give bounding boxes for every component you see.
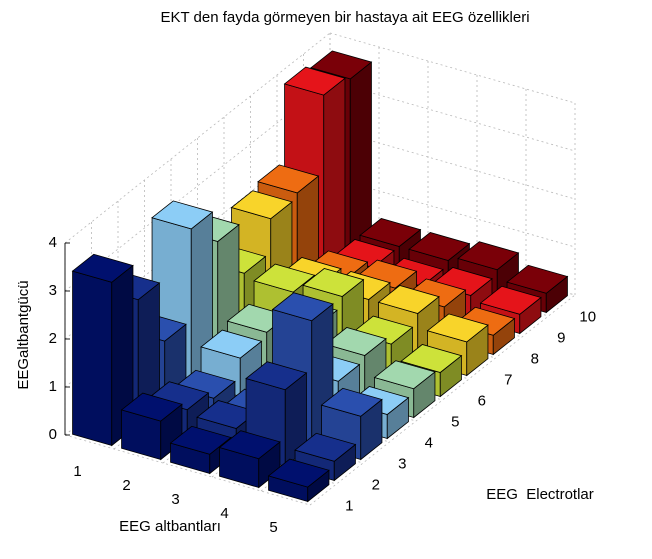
bar-top: [283, 66, 346, 96]
bar-top: [271, 292, 334, 322]
bar-top: [377, 285, 440, 314]
bar-top: [151, 200, 214, 230]
bar-top: [324, 327, 387, 356]
x-tick-label: 3: [171, 491, 179, 508]
bar-top: [506, 264, 569, 294]
y-axis-label: EEG Electrotlar: [486, 486, 594, 503]
y-tick-label: 2: [372, 476, 380, 493]
bar-top: [257, 164, 320, 194]
grid-line: [64, 32, 331, 244]
bar-side: [323, 77, 346, 279]
bar-top: [71, 253, 134, 283]
z-tick-label: 4: [49, 234, 57, 251]
bar: [71, 253, 134, 447]
bar-top: [320, 387, 383, 417]
bar-front: [72, 270, 113, 447]
bar-top: [169, 425, 232, 455]
y-tick-label: 6: [478, 392, 486, 409]
bar-top: [120, 392, 183, 422]
bar-top: [267, 458, 330, 488]
bar-top: [245, 361, 308, 391]
bar-top: [479, 285, 542, 315]
bar-top: [302, 268, 365, 297]
y-tick-label: 4: [425, 434, 433, 451]
floor-grid: [309, 294, 576, 506]
z-tick-label: 1: [49, 378, 57, 395]
bar-top: [426, 313, 489, 343]
y-tick-label: 5: [451, 413, 459, 430]
bar-top: [408, 232, 471, 261]
z-tick-label: 2: [49, 330, 57, 347]
y-tick-label: 1: [345, 497, 353, 514]
x-tick-label: 2: [122, 477, 130, 494]
z-axis-label: EEGaltbantgücü: [15, 280, 32, 389]
bar-top: [373, 360, 436, 390]
chart-title: EKT den fayda görmeyen bir hastaya ait E…: [160, 9, 529, 26]
y-tick-label: 9: [557, 329, 565, 346]
bar-top: [253, 263, 316, 293]
x-tick-label: 1: [73, 463, 81, 480]
x-axis-label: EEG altbantları: [119, 518, 221, 535]
bar: [218, 430, 281, 489]
z-tick-label: 3: [49, 282, 57, 299]
y-tick-label: 7: [504, 371, 512, 388]
z-tick-label: 0: [49, 426, 57, 443]
y-tick-label: 3: [398, 455, 406, 472]
bar: [294, 432, 357, 482]
y-tick-label: 8: [531, 350, 539, 367]
x-tick-label: 4: [220, 505, 228, 522]
bar-top: [457, 241, 520, 271]
bar: [120, 392, 183, 461]
bar: [267, 458, 330, 503]
bar-top: [200, 329, 263, 359]
y-tick-label: 10: [579, 308, 596, 325]
x-tick-label: 5: [269, 519, 277, 536]
bar-top: [294, 432, 357, 462]
bar-top: [218, 430, 281, 460]
bar-top: [230, 190, 293, 220]
bar-top: [359, 218, 422, 247]
bar-top: [310, 50, 373, 80]
bar-side: [349, 61, 372, 258]
bar-top: [400, 344, 463, 373]
